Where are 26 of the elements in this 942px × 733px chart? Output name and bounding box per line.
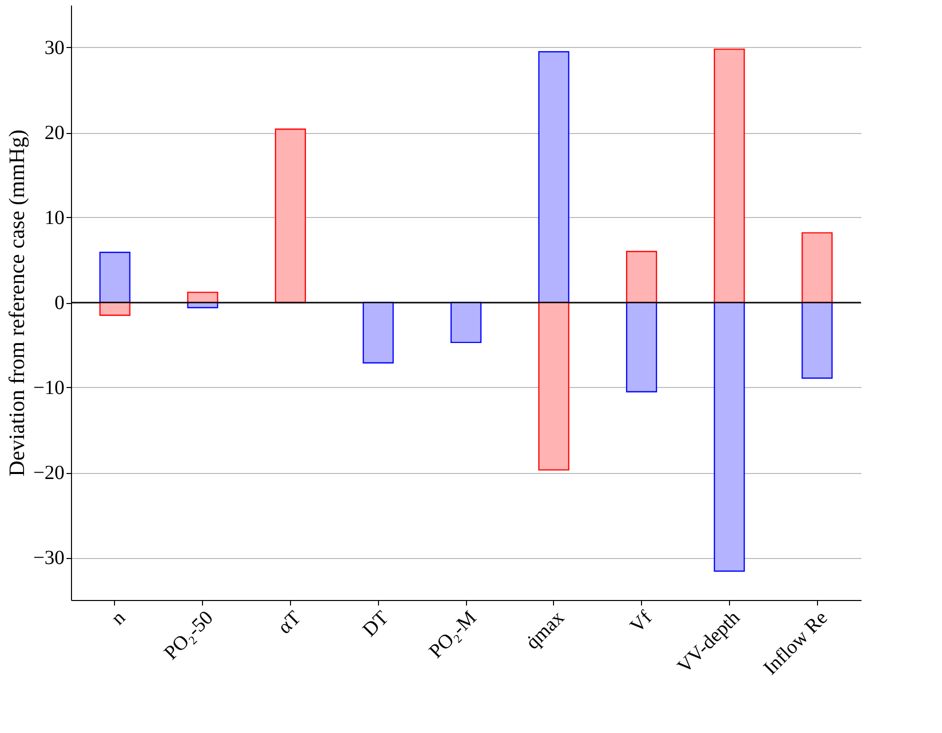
bar <box>802 232 833 304</box>
bar <box>99 302 130 316</box>
bar <box>538 302 570 471</box>
y-tick-label: 30 <box>44 37 64 59</box>
bar <box>538 51 570 304</box>
x-tick-label: Vf <box>626 606 657 638</box>
bar <box>802 302 833 379</box>
bar <box>187 292 218 304</box>
bar <box>714 302 745 572</box>
bar <box>714 48 745 304</box>
bar <box>274 128 306 304</box>
y-tick-label: 0 <box>54 292 64 314</box>
y-tick-label: −10 <box>33 377 64 399</box>
y-tick-label: 10 <box>44 207 64 229</box>
y-tick-label: −30 <box>33 547 64 569</box>
y-axis-title: Deviation from reference case (mmHg) <box>4 130 30 476</box>
bar <box>626 302 658 392</box>
bar <box>450 302 482 344</box>
x-tick-label: DT <box>358 606 394 642</box>
bar <box>362 302 394 364</box>
x-tick-label: n <box>107 606 130 630</box>
y-tick-label: −20 <box>33 462 64 484</box>
bar <box>99 252 130 304</box>
y-tick-label: 20 <box>44 122 64 144</box>
bar <box>626 250 658 304</box>
x-tick-label: αT <box>274 606 306 638</box>
